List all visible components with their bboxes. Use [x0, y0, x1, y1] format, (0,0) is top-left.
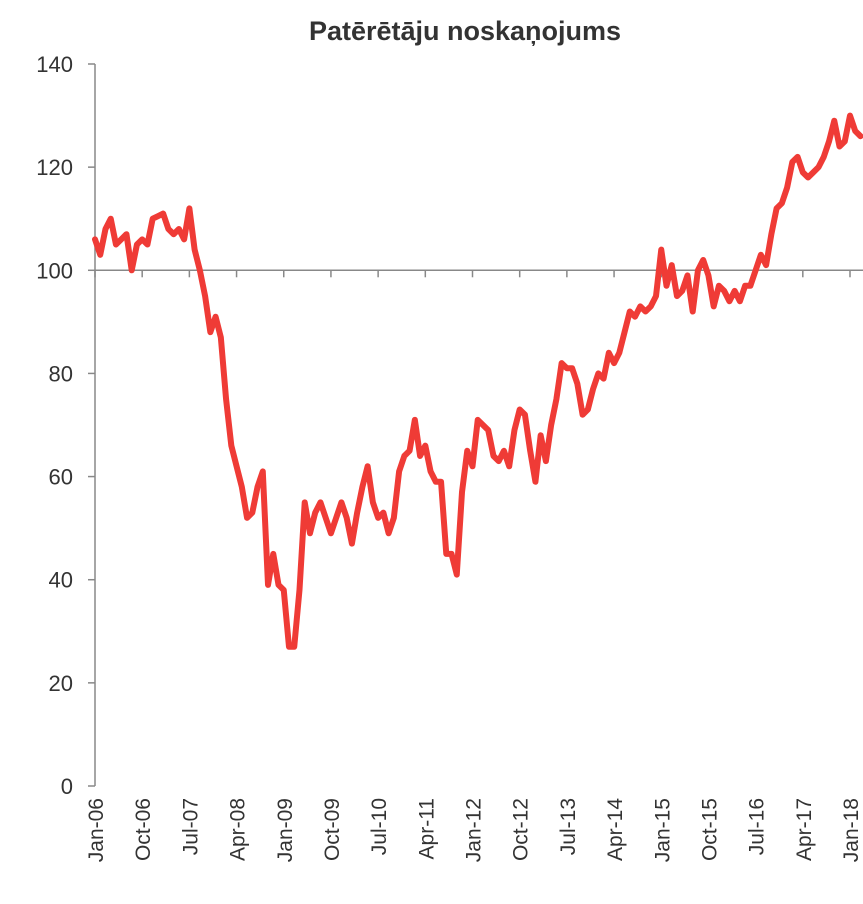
- x-tick-label: Oct-15: [698, 798, 721, 861]
- x-tick-label: Apr-11: [415, 798, 438, 859]
- y-tick-label: 40: [49, 568, 73, 593]
- x-tick-label: Apr-17: [793, 798, 816, 861]
- x-tick-label: Jul-16: [746, 798, 769, 855]
- x-tick-label: Jul-07: [179, 798, 202, 855]
- y-tick-label: 140: [36, 52, 73, 77]
- y-tick-label: 100: [36, 258, 73, 283]
- chart-title: Patērētāju noskaņojums: [309, 16, 621, 46]
- x-tick-label: Jul-10: [368, 798, 391, 855]
- y-tick-label: 0: [61, 774, 73, 799]
- x-tick-label: Jan-12: [463, 798, 486, 862]
- y-tick-label: 60: [49, 465, 73, 490]
- x-tick-label: Oct-09: [321, 798, 344, 861]
- x-tick-label: Jan-06: [85, 798, 108, 862]
- x-tick-label: Apr-08: [227, 798, 250, 861]
- x-tick-label: Oct-12: [510, 798, 533, 861]
- y-tick-label: 120: [36, 155, 73, 180]
- y-tick-label: 20: [49, 671, 73, 696]
- x-tick-label: Apr-14: [604, 798, 627, 861]
- x-tick-label: Jan-15: [651, 798, 674, 862]
- x-tick-label: Jan-18: [840, 798, 863, 862]
- x-tick-label: Jul-13: [557, 798, 580, 855]
- x-tick-label: Jan-09: [274, 798, 297, 862]
- data-line: [92, 112, 863, 650]
- x-tick-label: Oct-06: [132, 798, 155, 861]
- y-tick-label: 80: [49, 361, 73, 386]
